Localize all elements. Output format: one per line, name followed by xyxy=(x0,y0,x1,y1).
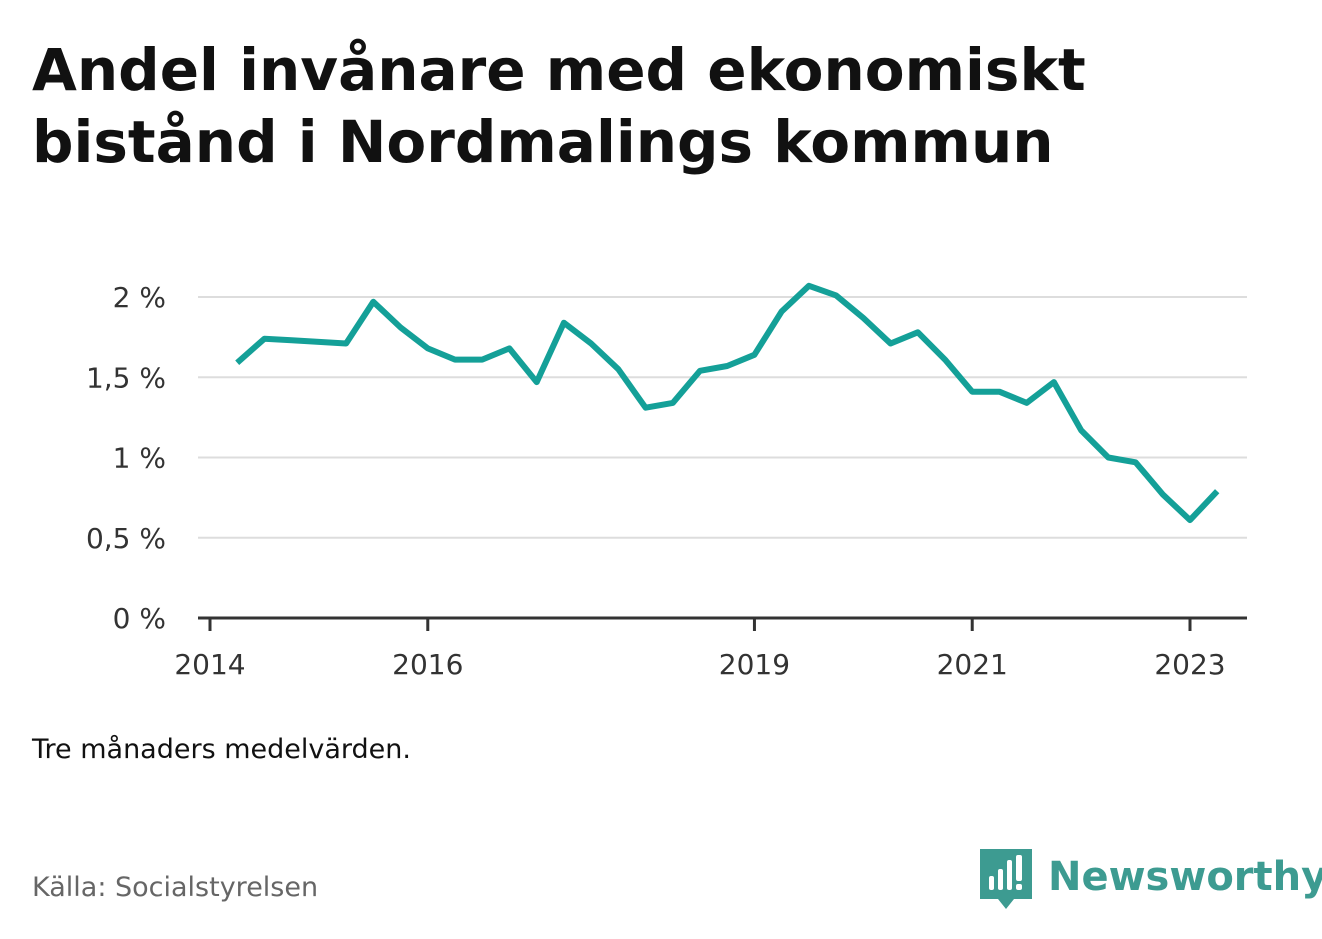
y-tick-label: 1 % xyxy=(113,442,166,475)
y-tick-label: 1,5 % xyxy=(86,361,166,394)
data-series xyxy=(235,282,1220,524)
y-axis-labels: 0 % 0,5 % 1 % 1,5 % 2 % xyxy=(86,281,166,635)
x-axis: 2014 2016 2019 2021 2023 xyxy=(174,616,1247,681)
x-tick-label: 2016 xyxy=(392,648,463,681)
x-tick-label: 2019 xyxy=(719,648,790,681)
brand-logo[interactable]: Newsworthy xyxy=(980,848,1322,912)
y-tick-label: 2 % xyxy=(113,281,166,314)
brand-name: Newsworthy xyxy=(1048,854,1322,900)
y-tick-label: 0 % xyxy=(113,602,166,635)
bar-chart-speech-bubble-icon xyxy=(980,849,1032,909)
grid-lines xyxy=(198,296,1247,539)
chart-note: Tre månaders medelvärden. xyxy=(32,734,411,765)
line-chart: 0 % 0,5 % 1 % 1,5 % 2 % 2014 2016 2019 2021 2023 xyxy=(86,281,1247,681)
x-tick-label: 2021 xyxy=(937,648,1008,681)
series-line xyxy=(235,282,1220,524)
chart-title: Andel invånare med ekonomiskt bistånd i … xyxy=(32,36,1086,176)
x-tick-label: 2023 xyxy=(1154,648,1225,681)
source-credit: Källa: Socialstyrelsen xyxy=(32,872,319,903)
x-tick-label: 2014 xyxy=(174,648,245,681)
y-tick-label: 0,5 % xyxy=(86,522,166,555)
